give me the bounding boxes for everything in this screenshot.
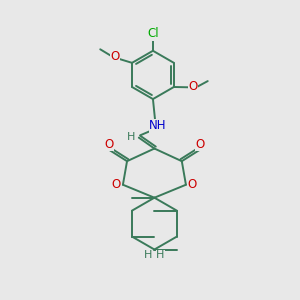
Text: O: O [112,178,121,191]
Text: O: O [188,80,198,94]
Text: Cl: Cl [147,27,159,40]
Text: O: O [104,138,113,151]
Text: H: H [144,250,153,260]
Text: NH: NH [149,119,167,132]
Text: H: H [156,250,164,260]
Text: O: O [110,50,120,63]
Text: H: H [127,132,136,142]
Text: O: O [195,138,205,151]
Text: O: O [188,178,197,191]
